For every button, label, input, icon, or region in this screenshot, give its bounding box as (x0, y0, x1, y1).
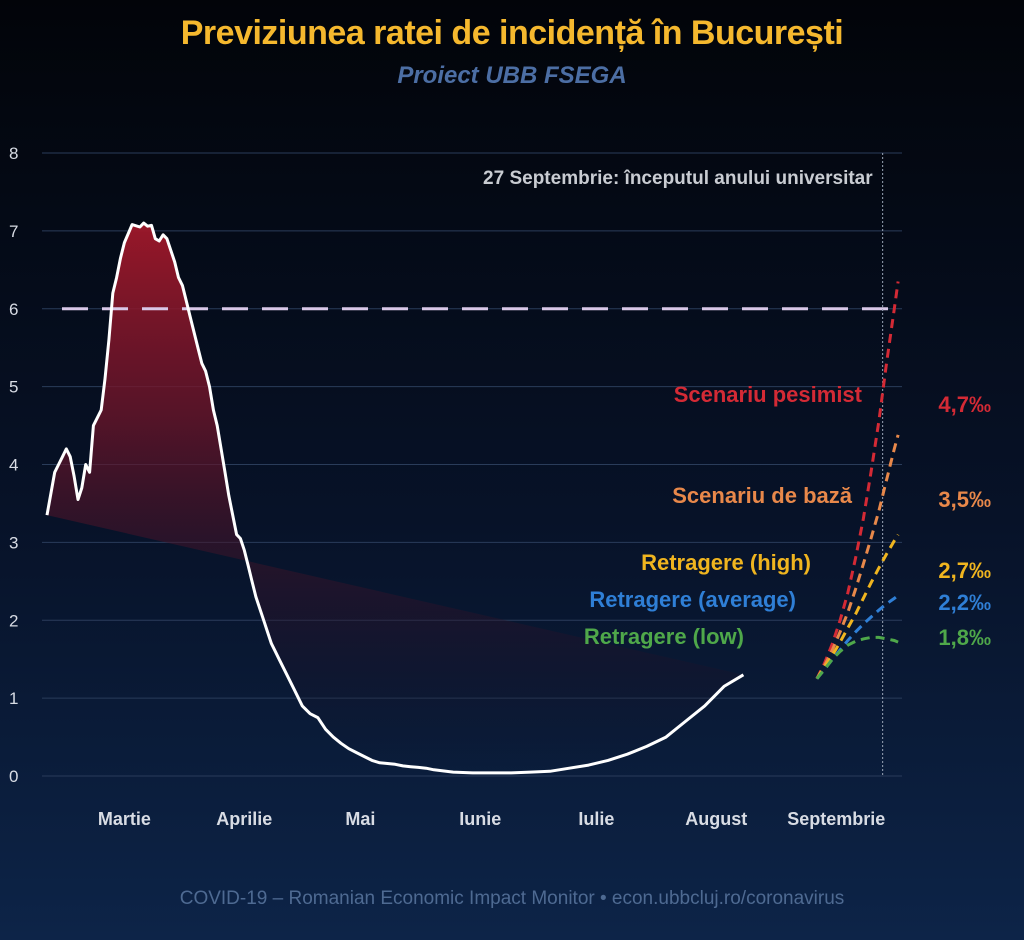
scenario-line (815, 281, 900, 680)
x-axis-ticks: Martie Aprilie Mai Iunie Iulie August Septembr… (98, 809, 885, 829)
scenario-name-label: Retragere (low) (584, 624, 744, 649)
scenario-lines (815, 281, 900, 680)
y-tick-label: 4 (9, 456, 18, 475)
scenario-line (815, 434, 900, 680)
scenario-name-label: Retragere (high) (641, 550, 811, 575)
scenario-name-label: Retragere (average) (589, 587, 796, 612)
x-tick-label: Iunie (459, 809, 501, 829)
scenario-name-label: Scenariu pesimist (674, 382, 863, 407)
y-tick-label: 5 (9, 378, 18, 397)
scenario-labels: Scenariu pesimist 4,7‰ Scenariu de bază 3,5… (584, 382, 991, 650)
scenario-value-label: 4,7‰ (938, 392, 991, 417)
scenario-line (815, 635, 899, 680)
y-tick-label: 1 (9, 689, 18, 708)
scenario-value-label: 1,8‰ (938, 625, 991, 650)
scenario-value-label: 2,2‰ (938, 590, 991, 615)
scenario-value-label: 2,7‰ (938, 558, 991, 583)
observed-area-fill (47, 223, 744, 773)
x-tick-label: Martie (98, 809, 151, 829)
y-tick-label: 6 (9, 300, 18, 319)
x-tick-label: Aprilie (216, 809, 272, 829)
y-tick-label: 0 (9, 767, 18, 786)
y-tick-label: 3 (9, 533, 18, 552)
scenario-line (815, 533, 900, 680)
chart-subtitle: Proiect UBB FSEGA (397, 62, 627, 89)
y-tick-label: 8 (9, 144, 18, 163)
y-tick-label: 2 (9, 611, 18, 630)
observed-series-line (45, 221, 745, 775)
chart-title: Previziunea ratei de incidență în Bucure… (180, 14, 844, 52)
scenario-value-label: 3,5‰ (938, 487, 991, 512)
footer-credit: COVID-19 – Romanian Economic Impact Moni… (179, 888, 845, 909)
x-tick-label: Septembrie (787, 809, 885, 829)
x-tick-label: Mai (345, 809, 375, 829)
y-tick-label: 7 (9, 222, 18, 241)
scenario-name-label: Scenariu de bază (672, 483, 853, 508)
x-tick-label: Iulie (578, 809, 614, 829)
university-start-annotation: 27 Septembrie: începutul anului universi… (483, 168, 873, 189)
y-axis-ticks: 0 1 2 3 4 5 6 7 8 (9, 144, 18, 786)
x-tick-label: August (685, 809, 747, 829)
